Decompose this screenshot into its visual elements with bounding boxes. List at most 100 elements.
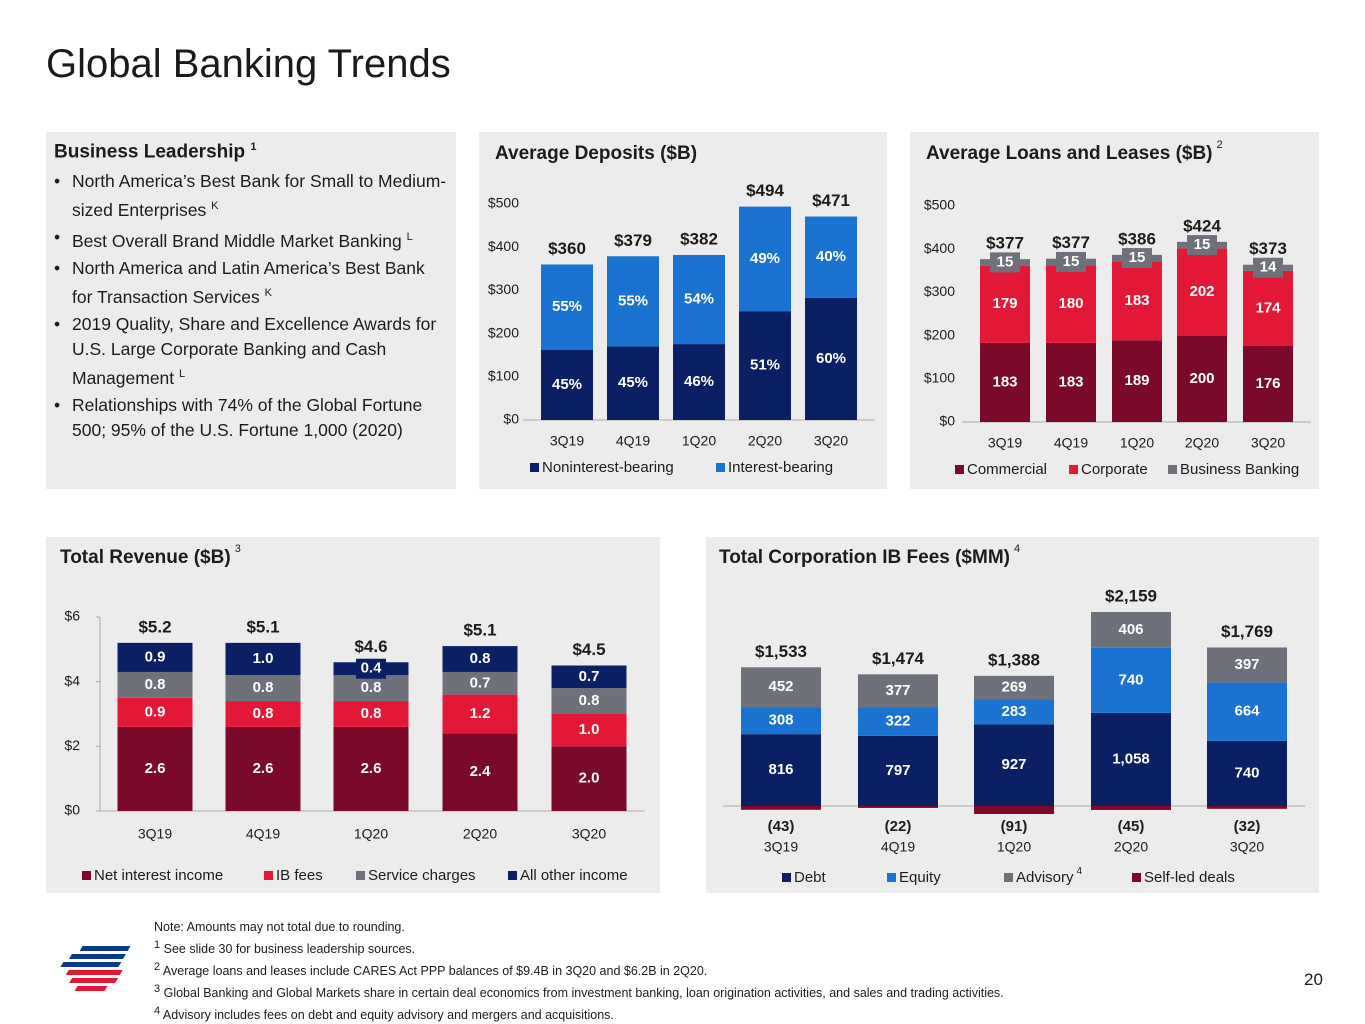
legend-text: Net interest income [94, 867, 223, 884]
footnote-mark: 2 [154, 961, 161, 974]
data-label: 0.8 [145, 676, 166, 693]
data-label: 0.8 [579, 692, 600, 709]
chart-title: Total Corporation IB Fees ($MM) 4 [719, 543, 1020, 568]
bar-segment [1091, 612, 1171, 648]
total-label: $5.1 [463, 621, 496, 640]
data-label: 2.6 [361, 760, 382, 777]
bar-segment [858, 707, 938, 736]
data-label: (22) [885, 818, 912, 835]
data-label: 927 [1001, 756, 1026, 773]
data-label: 55% [552, 298, 582, 315]
bar-segment [442, 646, 518, 672]
bar-segment [974, 699, 1054, 725]
bar-segment [442, 694, 518, 734]
y-tick-label: $200 [924, 326, 955, 342]
x-tick-label: 2Q20 [748, 433, 782, 449]
bar-segment [1091, 647, 1171, 713]
x-tick-label: 3Q20 [1251, 435, 1285, 451]
label-tab [1056, 251, 1086, 272]
data-label: 0.8 [470, 650, 491, 667]
y-tick-label: $4 [64, 672, 80, 688]
label-tab [1253, 257, 1283, 278]
data-label: 0.8 [361, 679, 382, 696]
total-label: $377 [1052, 233, 1090, 252]
bar-segment [541, 264, 593, 351]
legend-text: Commercial [967, 461, 1047, 478]
data-label: 0.8 [253, 679, 274, 696]
data-label: 0.8 [253, 705, 274, 722]
footnote: 2 Average loans and leases include CARES… [154, 958, 1004, 980]
legend-note: 4 [1077, 866, 1083, 877]
data-label: 0.7 [579, 668, 600, 685]
logo [60, 946, 131, 991]
bar-segment [442, 671, 518, 695]
data-label: 664 [1234, 703, 1260, 720]
heading-note: 1 [250, 141, 257, 153]
data-label: 15 [997, 253, 1014, 270]
legend-label: Interest-bearing [728, 459, 833, 476]
bar-segment [980, 265, 1030, 343]
total-label: $1,769 [1221, 622, 1273, 641]
data-label: 0.9 [145, 703, 166, 720]
bar-segment [1207, 682, 1287, 741]
legend-swatch [1004, 873, 1013, 882]
legend-swatch [530, 463, 539, 472]
bar-segment [739, 206, 791, 312]
legend-text: All other income [520, 867, 628, 884]
chart-title-note: 3 [235, 543, 241, 555]
total-label: $424 [1183, 216, 1221, 235]
bar-segment [1046, 265, 1096, 343]
bullet-note: L [179, 367, 186, 380]
data-label: 397 [1234, 656, 1259, 673]
data-label: 15 [1194, 236, 1211, 253]
bar-segment [442, 733, 518, 811]
total-label: $382 [680, 229, 718, 248]
bullet-text: North America and Latin America’s Best B… [72, 257, 425, 307]
legend-label: Service charges [368, 867, 476, 884]
bar-segment [1207, 740, 1287, 806]
label-tab [1187, 235, 1217, 256]
bar-segment [117, 642, 193, 672]
legend-label: All other income [520, 867, 628, 884]
footnote-text: Note: Amounts may not total due to round… [154, 920, 405, 934]
label-tab [990, 252, 1020, 273]
x-tick-label: 2Q20 [1114, 839, 1148, 855]
chart-title: Average Loans and Leases ($B) 2 [926, 139, 1223, 164]
data-label: 377 [885, 682, 910, 699]
total-label: $2,159 [1105, 586, 1157, 605]
bar-segment [1207, 647, 1287, 683]
data-label: 1.0 [253, 650, 274, 667]
chart-title-text: Total Revenue ($B) [60, 547, 231, 568]
x-tick-label: 2Q20 [1185, 435, 1219, 451]
data-label: 452 [768, 678, 793, 695]
x-tick-label: 4Q19 [881, 839, 915, 855]
bar-segment [1112, 340, 1162, 422]
data-label: 0.9 [145, 648, 166, 665]
bar-segment [551, 714, 627, 747]
data-label: 189 [1124, 372, 1149, 389]
bar-segment [741, 806, 821, 810]
data-label: 2.0 [579, 770, 600, 787]
bar-segment [541, 350, 593, 420]
data-label: 183 [1058, 373, 1083, 390]
bullet: Best Overall Brand Middle Market Banking… [54, 225, 449, 254]
data-label: 269 [1001, 679, 1026, 696]
bar-segment [117, 726, 193, 811]
total-label: $5.1 [246, 617, 279, 636]
legend-text: Service charges [368, 867, 476, 884]
y-tick-label: $2 [64, 737, 80, 753]
bar-segment [739, 311, 791, 420]
bar-segment [974, 675, 1054, 700]
bar-segment [673, 344, 725, 420]
x-tick-label: 4Q19 [246, 826, 280, 842]
legend-label: Net interest income [94, 867, 223, 884]
slide-title: Global Banking Trends [46, 42, 451, 86]
bullet: North America and Latin America’s Best B… [54, 256, 449, 310]
bullet-text: Relationships with 74% of the Global For… [72, 394, 423, 440]
data-label: 14 [1260, 259, 1277, 276]
data-label: 46% [684, 373, 714, 390]
total-label: $1,533 [755, 642, 807, 661]
x-tick-label: 3Q20 [814, 433, 848, 449]
legend-swatch [356, 871, 365, 880]
